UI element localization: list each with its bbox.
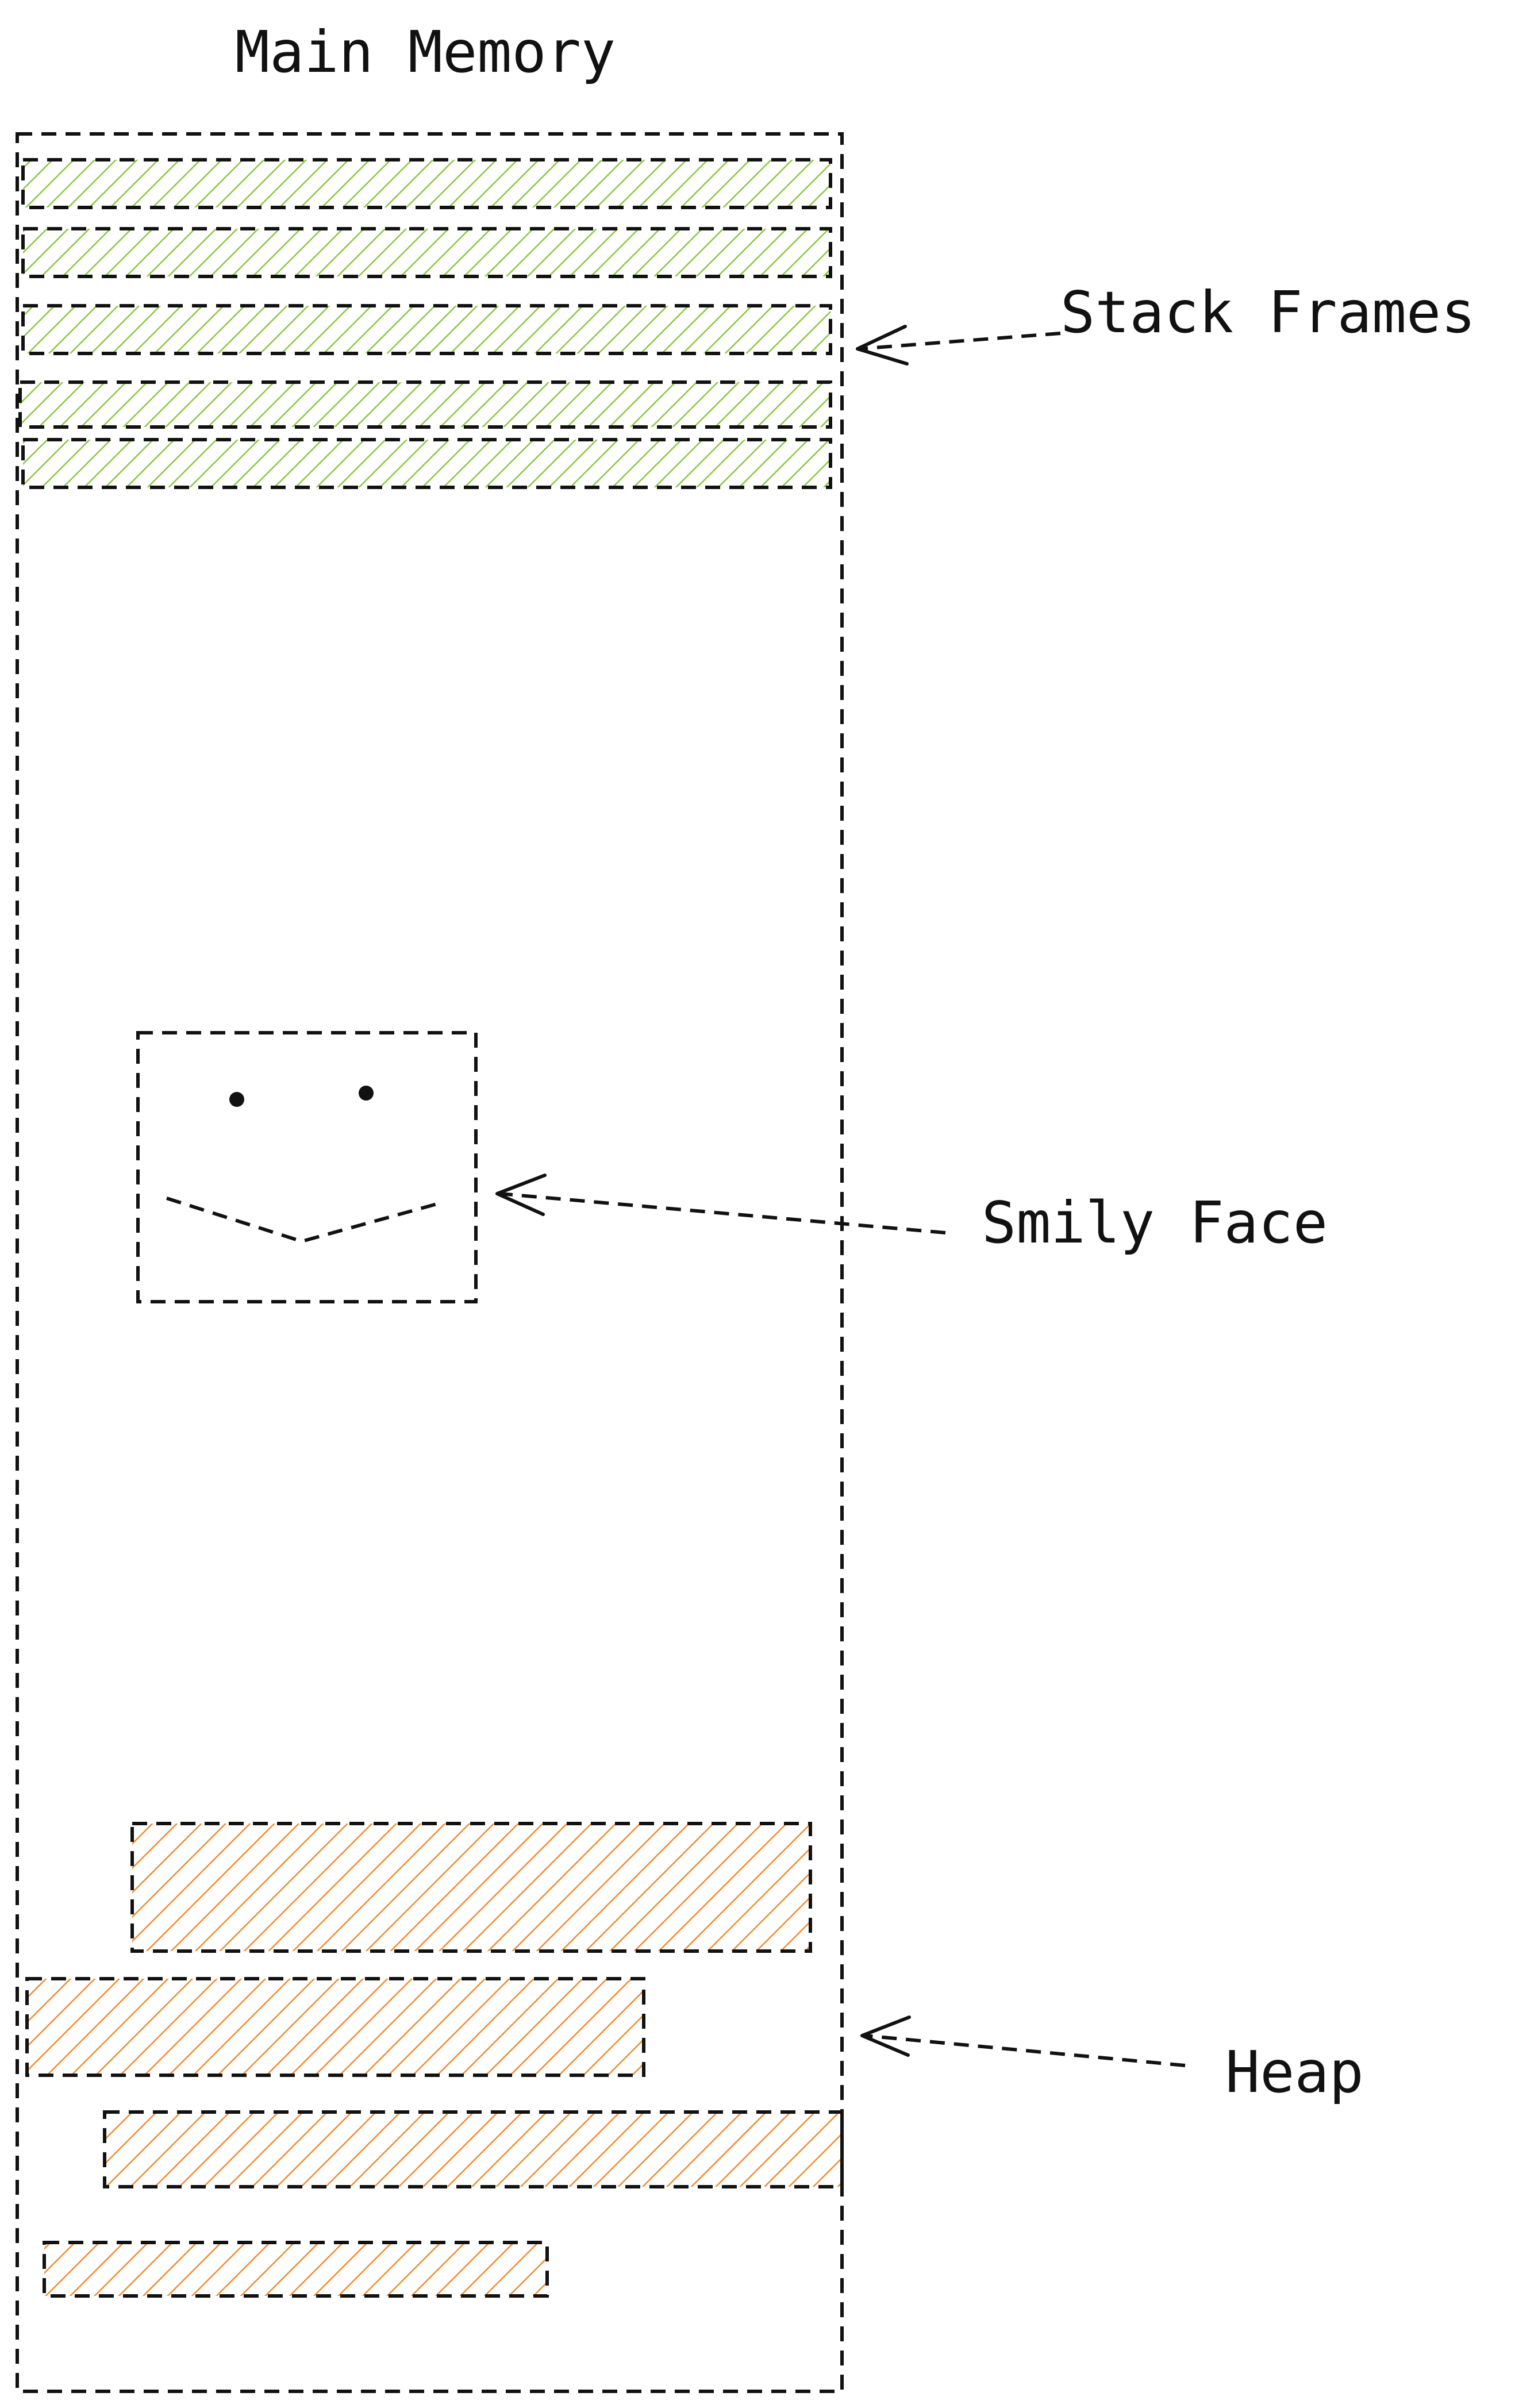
stack-frame <box>21 158 832 209</box>
heap-block-fill <box>132 1824 810 1951</box>
heap-block <box>103 2110 844 2188</box>
heap-block <box>25 1977 645 2077</box>
stack-frames-group <box>18 158 832 489</box>
heap-blocks-group <box>25 1822 844 2298</box>
stack-frames-arrowhead <box>856 325 909 366</box>
diagram-title: Main Memory <box>235 18 616 86</box>
right-eye-icon <box>359 1086 374 1101</box>
heap-block <box>130 1822 812 1953</box>
stack-frames-arrow <box>859 332 1061 351</box>
heap-block-fill <box>27 1979 644 2075</box>
smiley-face <box>136 1031 478 1303</box>
stack-frame-fill <box>23 306 830 353</box>
heap-arrow <box>864 2034 1186 2067</box>
heap-block <box>43 2241 549 2298</box>
stack-frame-fill <box>23 440 830 487</box>
stack-frame <box>21 304 832 355</box>
main-memory-box <box>16 132 844 2393</box>
smiley-mouth <box>166 1197 437 1244</box>
stack-frame-fill <box>20 382 830 427</box>
heap-arrowhead <box>860 2015 911 2057</box>
stack-frame-fill <box>23 160 830 207</box>
heap-label: Heap <box>1225 2038 1364 2106</box>
stack-frame <box>21 438 832 489</box>
left-eye-icon <box>229 1092 244 1107</box>
smiley-face-label: Smily Face <box>982 1189 1328 1256</box>
stack-frame <box>21 227 832 278</box>
smiley-face-arrowhead <box>495 1174 547 1216</box>
heap-block-fill <box>44 2242 547 2296</box>
smiley-face-box <box>136 1031 478 1303</box>
stack-frame <box>18 380 832 429</box>
heap-block-fill <box>105 2112 842 2187</box>
stack-frame-fill <box>23 229 830 276</box>
smiley-face-arrow <box>499 1192 946 1234</box>
stack-frames-label: Stack Frames <box>1060 279 1475 346</box>
